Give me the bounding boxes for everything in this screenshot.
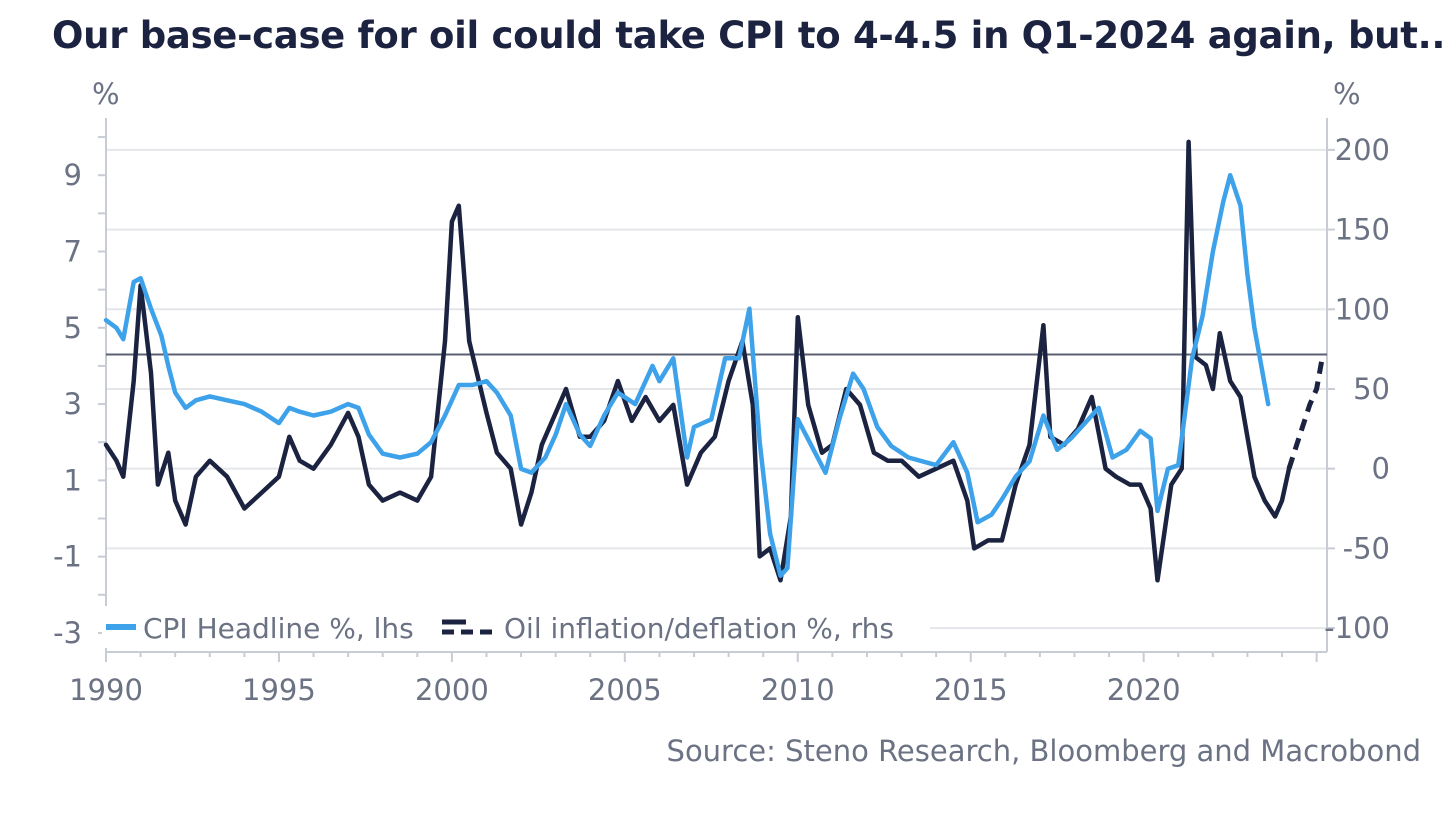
x-tick-label: 2010 [761,673,835,707]
legend: CPI Headline %, lhs Oil inflation/deflat… [102,606,930,648]
right-tick-label: 200 [1335,133,1390,167]
chart-title: Our base-case for oil could take CPI to … [52,14,1446,57]
grid-lines [106,148,1327,630]
x-tick-label: 2000 [415,673,489,707]
left-tick-label: 7 [64,235,82,269]
x-axis-ticks: 1990 1995 2000 2005 2010 2015 2020 [69,673,1180,707]
left-tick-label: -1 [53,540,82,574]
series-oil-line [103,139,1292,583]
x-tick-label: 2020 [1107,673,1181,707]
left-tick-label: 9 [64,158,82,192]
left-tick-label: 3 [64,387,82,421]
x-tick-label: 1995 [242,673,316,707]
left-axis-unit: % [92,77,120,111]
legend-label-cpi: CPI Headline %, lhs [143,612,414,645]
left-tick-label: 1 [64,463,82,497]
x-tick-label: 1990 [69,673,143,707]
left-tick-label: -3 [53,616,82,650]
series-oil-forecast-line [1286,359,1325,470]
legend-background [102,606,930,648]
right-tick-label: 0 [1372,452,1390,486]
right-axis-ticks: 200 150 100 50 0 -50 -100 [1324,133,1390,645]
right-tick-label: 50 [1353,372,1390,406]
series-cpi-line [103,172,1271,578]
left-tick-label: 5 [64,311,82,345]
x-tick-label: 2015 [934,673,1008,707]
x-tick-label: 2005 [588,673,662,707]
legend-label-oil: Oil inflation/deflation %, rhs [504,612,894,645]
left-axis-ticks: 9 7 5 3 1 -1 -3 [53,158,82,650]
axes [98,118,1335,662]
right-tick-label: 150 [1335,213,1390,247]
source-note: Source: Steno Research, Bloomberg and Ma… [667,734,1421,768]
right-tick-label: -100 [1324,611,1390,645]
right-tick-label: 100 [1335,292,1390,326]
right-tick-label: -50 [1343,531,1390,565]
right-axis-unit: % [1333,77,1361,111]
series-layer [103,139,1325,583]
